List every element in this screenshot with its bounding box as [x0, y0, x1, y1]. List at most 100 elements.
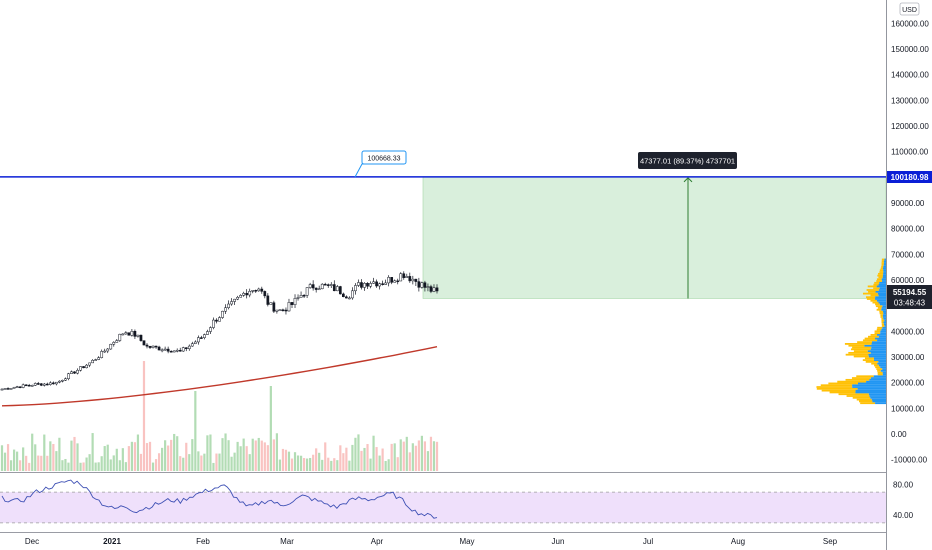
volume-profile-bar	[873, 359, 886, 361]
volume-bar	[293, 452, 297, 471]
candle-up	[357, 282, 360, 286]
volume-bar	[61, 460, 64, 471]
volume-profile-bar	[879, 312, 884, 315]
candle-up	[299, 295, 303, 298]
volume-profile-bar	[882, 274, 886, 277]
volume-profile-bar	[883, 321, 886, 324]
candle-up	[12, 387, 16, 389]
candle-down	[142, 340, 146, 346]
volume-bar	[197, 451, 200, 471]
candle-up	[130, 331, 134, 336]
price-scale[interactable]: USD 160000.00 150000.00 140000.00 130000.00…	[886, 0, 932, 550]
volume-bar	[302, 458, 306, 471]
volume-profile-bar	[862, 359, 874, 361]
candle-up	[85, 364, 88, 369]
volume-bar	[402, 441, 405, 471]
volume-profile-bar	[875, 298, 886, 300]
volume-profile-bar	[882, 280, 886, 282]
volume-profile-bar	[875, 290, 886, 293]
volume-profile-bar	[877, 307, 882, 309]
candle-down	[402, 273, 406, 278]
price-tick-label: 140000.00	[891, 71, 929, 80]
candle-up	[230, 301, 233, 305]
candle-up	[293, 298, 297, 305]
candle-up	[224, 307, 227, 312]
price-tick-label: 90000.00	[891, 199, 925, 208]
volume-bar	[170, 439, 173, 471]
volume-bar	[429, 436, 433, 471]
candle-up	[0, 388, 4, 391]
volume-profile-bar	[877, 369, 881, 372]
candle-up	[257, 288, 261, 292]
volume-profile-bar	[881, 258, 885, 261]
currency-badge[interactable]: USD	[899, 2, 920, 16]
volume-bar	[151, 462, 155, 471]
volume-profile-bar	[867, 350, 886, 352]
volume-bar	[318, 452, 321, 471]
volume-bar	[176, 436, 179, 471]
volume-profile-bar	[877, 373, 883, 376]
volume-bar	[106, 444, 109, 471]
candle-down	[408, 276, 412, 282]
volume-profile-bar	[837, 380, 867, 383]
volume-bar	[260, 440, 263, 471]
volume-bar	[281, 448, 285, 471]
volume-bar	[188, 454, 191, 471]
volume-profile-bar	[881, 278, 886, 281]
candle-up	[378, 283, 381, 287]
candle-up	[100, 351, 104, 358]
candle-up	[42, 383, 46, 386]
volume-bar	[432, 441, 436, 471]
candle-down	[166, 348, 170, 352]
volume-bar	[154, 459, 158, 471]
price-callout[interactable]: 100668.33	[354, 150, 407, 178]
volume-bar	[127, 446, 130, 471]
volume-profile-bar	[868, 353, 886, 356]
volume-bar	[182, 457, 185, 471]
rsi-tick-label: 80.00	[893, 480, 914, 489]
volume-profile-bar	[880, 267, 883, 270]
candle-up	[206, 331, 209, 335]
candle-down	[375, 281, 378, 287]
measure-label-text: 47377.01 (89.37%) 4737701	[640, 157, 735, 166]
volume-bar	[369, 458, 372, 471]
volume-profile-bar	[877, 339, 886, 342]
candle-up	[109, 343, 113, 350]
candle-up	[21, 384, 25, 388]
volume-bar	[299, 455, 303, 471]
volume-profile-bar	[848, 351, 871, 354]
price-tick-labels: 160000.00 150000.00 140000.00 130000.00 1200…	[891, 19, 929, 464]
volume-bar	[19, 460, 22, 471]
volume-bar	[245, 446, 248, 471]
volume-bar	[206, 435, 209, 471]
volume-bar	[236, 441, 239, 471]
candlestick-series	[0, 271, 439, 391]
volume-bar	[191, 439, 194, 471]
candle-up	[187, 345, 191, 350]
time-tick-label: Dec	[25, 537, 39, 546]
time-tick-label: Sep	[823, 537, 838, 546]
volume-bar	[351, 444, 354, 471]
volume-bar	[366, 444, 369, 471]
volume-profile-bar	[882, 314, 886, 317]
volume-bar	[315, 448, 318, 471]
candle-down	[215, 319, 218, 322]
price-tick-label: 120000.00	[891, 122, 929, 131]
candle-down	[272, 302, 276, 312]
volume-bar	[0, 445, 4, 471]
price-range-measure-box[interactable]	[422, 176, 887, 299]
candle-up	[203, 334, 206, 338]
volume-profile-bar	[880, 366, 886, 369]
volume-bar	[139, 453, 143, 471]
volume-profile-bar	[871, 346, 886, 349]
volume-bar	[73, 436, 76, 471]
volume-bar	[324, 442, 327, 471]
rsi-tick-label: 40.00	[893, 511, 914, 520]
candle-up	[67, 373, 70, 379]
volume-profile-bar	[881, 308, 886, 311]
volume-profile-bar	[816, 387, 858, 390]
volume-bar	[354, 437, 357, 471]
time-axis[interactable]: Dec 2021 Feb Mar Apr May Jun Jul Aug Sep	[25, 537, 838, 546]
candle-up	[151, 345, 155, 348]
